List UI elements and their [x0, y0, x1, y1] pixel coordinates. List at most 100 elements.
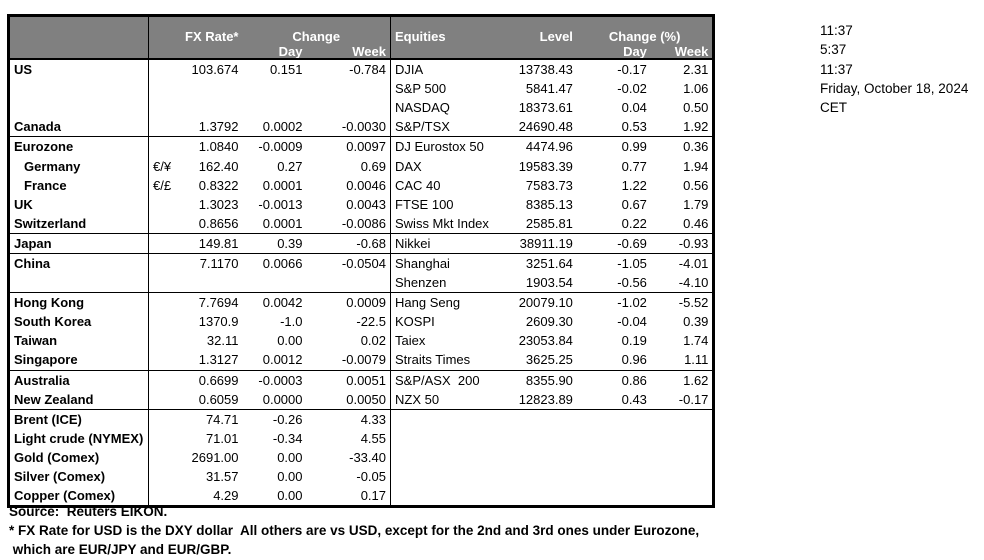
equity-level: 18373.61: [518, 100, 573, 116]
equity-name: Swiss Mkt Index: [390, 213, 493, 234]
fx-rate-value: 74.71: [205, 411, 239, 427]
table-row: Gold (Comex) 2691.00 0.00 -33.40: [8, 447, 714, 467]
fx-week-change: 0.0046: [306, 175, 391, 195]
fx-rate-value: 1370.9: [198, 314, 239, 330]
currency-pair-label: [149, 312, 176, 331]
fx-rate-value: [175, 273, 243, 294]
equity-day-header: Day: [576, 45, 651, 60]
fx-rate-value: 7.7694: [198, 295, 239, 311]
fx-rate-value: 162.40: [198, 158, 239, 174]
currency-pair-label: €/¥: [153, 158, 172, 174]
fx-week-change: [306, 98, 391, 118]
equity-name: Straits Times: [390, 350, 493, 371]
fx-rate-value: [176, 98, 243, 117]
fx-week-change: [306, 273, 391, 294]
table-header: FX Rate* Change Equities Level Change (%…: [8, 15, 714, 60]
region-label: Japan: [8, 233, 149, 254]
table-row: Switzerland 0.8656 0.0001 -0.0086 Swiss Mkt …: [8, 213, 714, 234]
fx-day-change: 0.27: [277, 158, 303, 174]
region-label: [8, 98, 149, 118]
region-label: Eurozone: [8, 136, 149, 157]
fx-rate-value: 1.3023: [198, 196, 239, 212]
equity-day-change: 0.86: [621, 372, 647, 388]
equity-level: [493, 429, 577, 448]
fx-week-change: 4.33: [306, 409, 391, 429]
currency-pair-label: [149, 448, 176, 467]
equity-week-change: 1.06: [683, 81, 709, 97]
fx-change-header: Change: [242, 15, 391, 45]
fx-day-change: -0.26: [272, 411, 303, 427]
equity-day-change: 0.19: [621, 333, 647, 349]
table-row: S&P 500 5841.47 -0.02 1.06: [8, 79, 714, 99]
header-row-1: FX Rate* Change Equities Level Change (%…: [8, 15, 714, 45]
fx-week-change: [306, 79, 391, 99]
equity-level: 12823.89: [492, 389, 577, 410]
region-label: Silver (Comex): [8, 466, 149, 487]
footnotes: Source: Reuters EIKON. * FX Rate for USD…: [9, 502, 699, 560]
region-label: Hong Kong: [8, 292, 149, 313]
fx-week-change: 4.55: [306, 428, 391, 448]
table-row: China 7.1170 0.0066 -0.0504 Shanghai 3251.64 -…: [8, 253, 714, 274]
equity-day-change: [577, 467, 651, 486]
table-row: Shenzen 1903.54 -0.56 -4.10: [8, 273, 714, 294]
fx-week-change: 0.0009: [306, 292, 391, 313]
equity-week-change: 1.11: [650, 350, 714, 371]
time-line-1: 11:37: [820, 23, 853, 38]
equity-day-change: 1.22: [621, 177, 647, 193]
time-line-3: 11:37: [820, 61, 853, 77]
empty-header-cell: [492, 45, 577, 60]
currency-pair-label: [148, 213, 176, 234]
equity-week-header: Week: [650, 45, 714, 60]
currency-pair-label: [149, 253, 176, 273]
table-row: Germany €/¥ 162.40 0.27 0.69 DAX 19583.39 0.77 1…: [8, 156, 714, 176]
currency-pair-label: [148, 350, 176, 371]
equity-day-change: [577, 448, 651, 467]
level-header: Level: [492, 15, 577, 45]
equity-level: 13738.43: [518, 62, 573, 78]
fx-rate-value: 31.57: [205, 469, 239, 485]
equity-name: Nikkei: [390, 233, 493, 254]
fx-day-change: 0.0042: [262, 295, 303, 311]
equity-name: Shenzen: [390, 273, 493, 294]
timezone-line: CET: [820, 100, 847, 116]
fx-day-change: [242, 273, 307, 294]
equity-level: 8355.90: [525, 372, 573, 388]
empty-header-cell: [390, 45, 493, 60]
currency-pair-label: [149, 195, 176, 214]
equity-level: 5841.47: [525, 81, 573, 97]
currency-pair-label: [148, 233, 176, 254]
equity-name: FTSE 100: [395, 196, 454, 212]
equity-day-change: 0.67: [621, 196, 647, 212]
currency-pair-label: [149, 98, 176, 117]
fx-rate-value: 0.8322: [198, 177, 239, 193]
equity-week-change: 0.56: [683, 177, 709, 193]
fx-note-line-1: * FX Rate for USD is the DXY dollar All …: [9, 523, 700, 539]
fx-day-change: 0.0002: [242, 117, 307, 138]
equity-level: 23053.84: [518, 333, 573, 349]
currency-pair-label: [149, 467, 176, 486]
equity-week-change: 1.94: [683, 158, 709, 174]
equity-week-change: 0.36: [683, 139, 709, 155]
empty-header-cell: [8, 45, 149, 60]
equity-week-change: -4.01: [678, 255, 709, 271]
equity-name: Shanghai: [395, 255, 450, 271]
fx-day-change: -0.0013: [258, 196, 303, 212]
fx-week-change: 0.0051: [306, 370, 391, 390]
fx-rate-value: 7.1170: [199, 255, 239, 271]
fx-day-change: 0.0012: [242, 350, 307, 371]
equity-name: Hang Seng: [395, 295, 461, 311]
region-label: Switzerland: [8, 213, 149, 234]
currency-pair-label: [149, 293, 176, 313]
fx-rate-value: [176, 79, 243, 98]
region-label: Copper (Comex): [8, 486, 149, 507]
market-data-table: FX Rate* Change Equities Level Change (%…: [7, 14, 716, 509]
currency-pair-label: [149, 429, 176, 448]
header-row-2: Day Week Day Week: [8, 45, 714, 60]
equity-name: [391, 448, 493, 467]
equity-level: 2609.30: [525, 314, 573, 330]
equity-week-change: 1.74: [683, 333, 709, 349]
equity-level: 3625.25: [492, 350, 577, 371]
currency-pair-label: [149, 137, 176, 157]
equity-name: [391, 467, 493, 486]
equity-level: 24690.48: [492, 117, 577, 138]
